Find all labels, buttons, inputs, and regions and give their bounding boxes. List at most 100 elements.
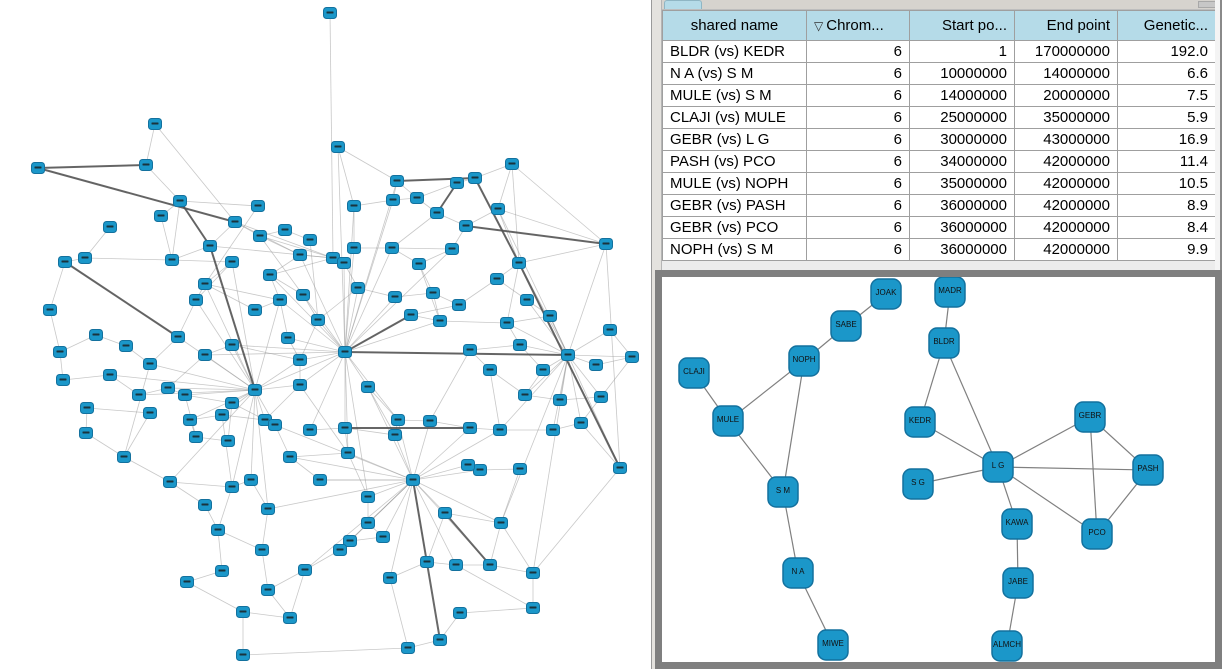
table-cell[interactable]: 42000000 [1014, 150, 1118, 173]
detail-network-canvas[interactable]: JOAK MADR SABE NOPH BLDR CLAJI MULE KEDR GEBR L G… [662, 277, 1215, 662]
network-node[interactable] [1002, 567, 1034, 599]
table-cell[interactable]: 20000000 [1014, 84, 1118, 107]
table-cell[interactable]: 36000000 [909, 216, 1015, 239]
network-node[interactable] [767, 476, 799, 508]
table-row[interactable]: GEBR (vs) L G 6 30000000 43000000 16.9 [662, 128, 1216, 151]
table-cell[interactable]: NOPH (vs) S M [662, 238, 807, 261]
table-row[interactable]: BLDR (vs) KEDR 6 1 170000000 192.0 [662, 40, 1216, 63]
network-node[interactable] [817, 629, 849, 661]
table-row[interactable]: N A (vs) S M 6 10000000 14000000 6.6 [662, 62, 1216, 85]
table-cell[interactable]: 43000000 [1014, 128, 1118, 151]
table-cell[interactable]: GEBR (vs) L G [662, 128, 807, 151]
table-cell[interactable]: 6 [806, 172, 910, 195]
network-edge [309, 239, 319, 321]
table-cell[interactable]: 6 [806, 128, 910, 151]
table-cell[interactable]: 6 [806, 40, 910, 63]
network-node-label [388, 246, 396, 249]
table-cell[interactable]: 42000000 [1014, 194, 1118, 217]
table-cell[interactable]: PASH (vs) PCO [662, 150, 807, 173]
table-cell[interactable]: 10.5 [1117, 172, 1216, 195]
network-node[interactable] [982, 451, 1014, 483]
network-node[interactable] [1081, 518, 1113, 550]
column-header-end-point[interactable]: End point [1014, 10, 1118, 41]
column-header-chromosome[interactable]: ▽ Chrom... [806, 10, 910, 41]
network-node[interactable] [782, 557, 814, 589]
table-cell[interactable]: 42000000 [1014, 238, 1118, 261]
network-edge [394, 434, 414, 481]
network-node[interactable] [934, 277, 966, 308]
table-cell[interactable]: CLAJI (vs) MULE [662, 106, 807, 129]
table-row[interactable]: CLAJI (vs) MULE 6 25000000 35000000 5.9 [662, 106, 1216, 129]
table-cell[interactable]: N A (vs) S M [662, 62, 807, 85]
table-scrollbar-track[interactable] [1215, 0, 1222, 270]
table-cell[interactable]: 6.6 [1117, 62, 1216, 85]
table-row[interactable]: NOPH (vs) S M 6 36000000 42000000 9.9 [662, 238, 1216, 261]
table-tab[interactable] [664, 0, 702, 9]
table-cell[interactable]: 11.4 [1117, 150, 1216, 173]
table-cell[interactable]: 30000000 [909, 128, 1015, 151]
table-cell[interactable]: 42000000 [1014, 216, 1118, 239]
table-cell[interactable]: 6 [806, 216, 910, 239]
table-cell[interactable]: 6 [806, 150, 910, 173]
column-header-genetic[interactable]: Genetic... [1117, 10, 1216, 41]
table-cell[interactable]: 14000000 [909, 84, 1015, 107]
network-node[interactable] [678, 357, 710, 389]
network-edge [167, 387, 256, 391]
network-node[interactable] [991, 630, 1023, 662]
table-cell[interactable]: BLDR (vs) KEDR [662, 40, 807, 63]
table-cell[interactable]: 170000000 [1014, 40, 1118, 63]
table-row[interactable]: MULE (vs) NOPH 6 35000000 42000000 10.5 [662, 172, 1216, 195]
network-node[interactable] [712, 405, 744, 437]
table-cell[interactable]: 6 [806, 106, 910, 129]
column-header-start-position[interactable]: Start po... [909, 10, 1015, 41]
table-cell[interactable]: 36000000 [909, 194, 1015, 217]
table-row[interactable]: PASH (vs) PCO 6 34000000 42000000 11.4 [662, 150, 1216, 173]
table-cell[interactable]: 35000000 [909, 172, 1015, 195]
table-row[interactable]: GEBR (vs) PASH 6 36000000 42000000 8.9 [662, 194, 1216, 217]
table-cell[interactable]: MULE (vs) NOPH [662, 172, 807, 195]
table-cell[interactable]: 25000000 [909, 106, 1015, 129]
table-row[interactable]: MULE (vs) S M 6 14000000 20000000 7.5 [662, 84, 1216, 107]
network-node[interactable] [1074, 401, 1106, 433]
table-cell[interactable]: 8.9 [1117, 194, 1216, 217]
network-node[interactable] [1001, 508, 1033, 540]
table-cell[interactable]: 36000000 [909, 238, 1015, 261]
table-cell[interactable]: 6 [806, 62, 910, 85]
table-cell[interactable]: 9.9 [1117, 238, 1216, 261]
network-node-label [135, 393, 143, 396]
network-node-label [120, 455, 128, 458]
table-cell[interactable]: GEBR (vs) PASH [662, 194, 807, 217]
table-cell[interactable]: MULE (vs) S M [662, 84, 807, 107]
network-node[interactable] [928, 327, 960, 359]
table-cell[interactable]: 6 [806, 238, 910, 261]
network-node[interactable] [830, 310, 862, 342]
table-cell[interactable]: 1 [909, 40, 1015, 63]
column-header-shared-name[interactable]: shared name [662, 10, 807, 41]
table-cell[interactable]: 6 [806, 84, 910, 107]
table-cell[interactable]: 6 [806, 194, 910, 217]
table-header-row: shared name ▽ Chrom... Start po... End po… [662, 10, 1216, 41]
network-node[interactable] [870, 278, 902, 310]
table-cell[interactable]: 7.5 [1117, 84, 1216, 107]
table-cell[interactable]: 34000000 [909, 150, 1015, 173]
network-node[interactable] [788, 345, 820, 377]
overview-network-canvas[interactable] [0, 0, 651, 669]
table-cell[interactable]: 42000000 [1014, 172, 1118, 195]
table-cell[interactable]: 16.9 [1117, 128, 1216, 151]
network-edge [344, 320, 441, 353]
table-cell[interactable]: GEBR (vs) PCO [662, 216, 807, 239]
table-cell[interactable]: 192.0 [1117, 40, 1216, 63]
network-node[interactable] [1132, 454, 1164, 486]
table-row[interactable]: GEBR (vs) PCO 6 36000000 42000000 8.4 [662, 216, 1216, 239]
table-cell[interactable]: 5.9 [1117, 106, 1216, 129]
table-cell[interactable]: 8.4 [1117, 216, 1216, 239]
table-cell[interactable]: 10000000 [909, 62, 1015, 85]
network-edge [231, 344, 301, 361]
table-cell[interactable]: 14000000 [1014, 62, 1118, 85]
network-edge [145, 164, 181, 202]
network-node-label [46, 308, 54, 311]
table-cell[interactable]: 35000000 [1014, 106, 1118, 129]
network-node[interactable] [902, 468, 934, 500]
filter-icon[interactable]: ▽ [814, 19, 824, 33]
network-node[interactable] [904, 406, 936, 438]
